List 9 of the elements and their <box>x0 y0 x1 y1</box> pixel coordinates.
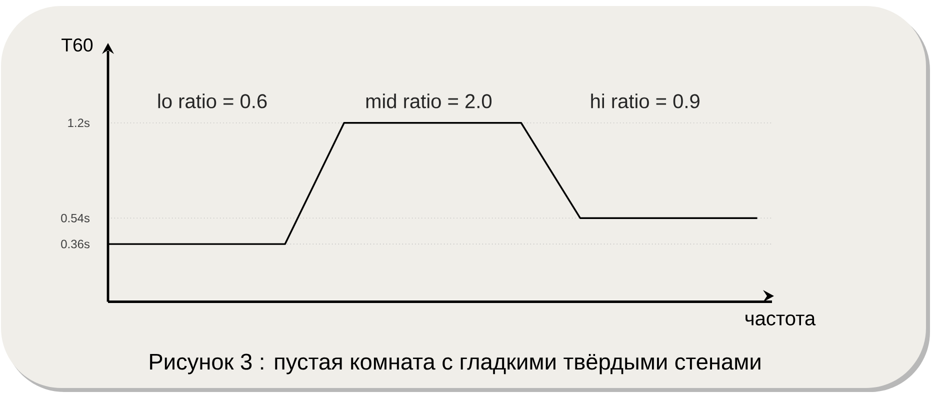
annotation: hi ratio = 0.9 <box>591 94 700 108</box>
text: Рисунок 3 : пустая комната с гладкими твёрдыми стенами <box>150 354 760 374</box>
y-tick-label: 0.54s <box>61 214 90 222</box>
y-tick-label: 0.36s <box>61 240 90 248</box>
annotation: lo ratio = 0.6 <box>158 94 267 108</box>
x-axis-title: частота <box>746 314 816 326</box>
y-axis-title: T60 <box>62 38 93 52</box>
annotation: mid ratio = 2.0 <box>366 94 492 108</box>
y-tick-label: 1.2s <box>68 118 90 128</box>
